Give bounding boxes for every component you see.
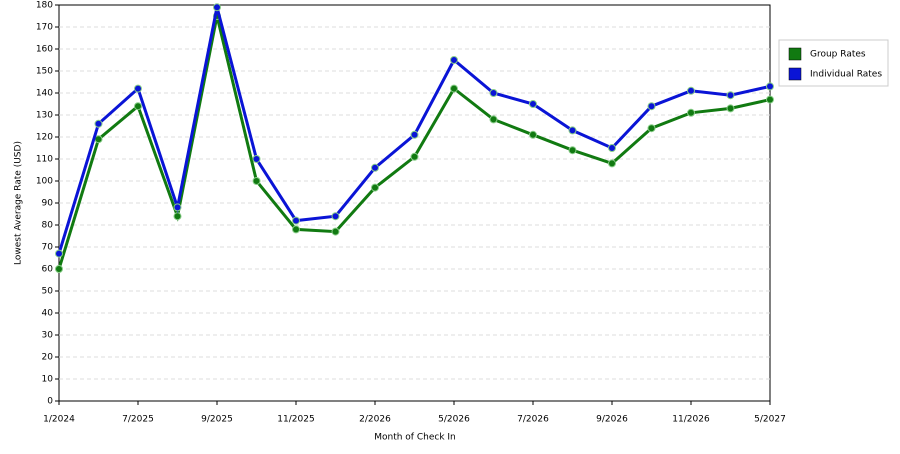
data-point [647, 102, 656, 111]
legend-swatch [788, 67, 802, 81]
y-tick-label: 70 [42, 243, 54, 253]
y-tick-label: 20 [42, 353, 54, 363]
y-tick-label: 120 [36, 133, 53, 143]
x-tick-label: 11/2026 [672, 415, 710, 425]
legend-label: Group Rates [810, 50, 866, 60]
data-point [568, 146, 577, 155]
data-point [608, 159, 616, 168]
data-point [213, 3, 221, 12]
y-tick-label: 60 [42, 265, 54, 275]
y-tick-label: 160 [36, 45, 53, 55]
y-tick-label: 110 [36, 155, 53, 165]
x-tick-label: 2/2026 [359, 415, 391, 425]
data-point [766, 82, 774, 91]
data-point [647, 124, 656, 133]
y-tick-label: 100 [36, 177, 53, 187]
data-point [450, 84, 458, 93]
y-tick-label: 130 [36, 111, 53, 121]
x-tick-label: 1/2024 [43, 415, 75, 425]
data-point [55, 249, 63, 258]
y-axis-label: Lowest Average Rate (USD) [14, 141, 24, 265]
data-point [292, 225, 300, 234]
data-point [331, 227, 340, 236]
y-tick-label: 10 [42, 375, 54, 385]
data-point [134, 102, 142, 111]
data-point [410, 130, 419, 139]
data-point [766, 95, 774, 104]
x-tick-label: 9/2025 [201, 415, 233, 425]
data-point [252, 177, 261, 185]
x-tick-label: 5/2027 [754, 415, 786, 425]
data-point [687, 86, 695, 95]
y-tick-label: 140 [36, 89, 53, 99]
x-tick-label: 9/2026 [596, 415, 628, 425]
x-tick-label: 11/2025 [277, 415, 314, 425]
y-tick-label: 30 [42, 331, 54, 341]
data-point [687, 108, 695, 117]
data-point [529, 130, 537, 139]
data-point [371, 163, 379, 172]
data-point [568, 126, 577, 135]
data-point [450, 56, 458, 64]
data-point [489, 115, 498, 124]
y-tick-label: 50 [42, 287, 54, 297]
data-point [371, 183, 379, 192]
y-tick-label: 0 [47, 397, 53, 407]
data-point [173, 203, 182, 212]
data-point [252, 155, 261, 163]
data-point [726, 104, 735, 113]
data-point [529, 100, 537, 108]
x-tick-label: 7/2025 [122, 415, 154, 425]
data-point [489, 89, 498, 97]
data-point [331, 212, 340, 221]
data-point [134, 84, 142, 93]
x-axis-label: Month of Check In [374, 433, 456, 443]
y-tick-label: 80 [42, 221, 54, 231]
data-point [173, 212, 182, 221]
legend-swatch [788, 47, 802, 61]
legend-label: Individual Rates [810, 70, 882, 80]
data-point [608, 144, 616, 152]
y-tick-label: 40 [42, 309, 54, 319]
y-tick-label: 170 [36, 23, 53, 33]
data-point [410, 152, 419, 161]
y-tick-label: 90 [42, 199, 54, 209]
data-point [292, 216, 300, 225]
x-tick-label: 7/2026 [517, 415, 549, 425]
data-point [726, 91, 735, 100]
data-point [94, 119, 103, 128]
x-tick-label: 5/2026 [438, 415, 470, 425]
y-tick-label: 150 [36, 67, 53, 77]
data-point [55, 265, 63, 273]
y-tick-label: 180 [36, 1, 53, 11]
